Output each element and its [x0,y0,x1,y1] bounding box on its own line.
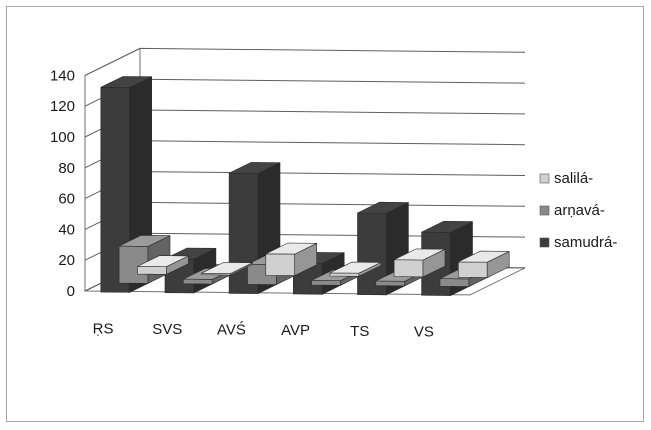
bar-front-face [457,261,488,278]
bar-top-face [421,220,473,233]
bar [137,255,189,275]
legend-swatch [539,237,550,248]
x-axis-categories: ṚS SVS AVŚ AVP TS VS [93,320,434,340]
y-tick-label: 60 [58,191,75,208]
x-category-label: TS [350,323,369,340]
bar-top-face [458,250,510,263]
x-category-label: AVŚ [217,321,246,339]
y-tick-label: 80 [58,160,75,177]
y-tick-label: 100 [50,129,75,146]
bar-top-face [118,234,171,247]
bar-front-face [137,266,167,275]
legend-swatch [539,205,550,216]
x-category-label: AVP [281,322,310,339]
bars [100,76,510,297]
bar [457,250,510,279]
x-category-label: ṚS [93,320,114,337]
bar-front-face [265,253,296,276]
legend-label: salilá- [554,170,593,187]
legend-label: arṇavá- [554,202,605,219]
x-category-label: VS [414,324,434,341]
y-axis-ticks: 0 20 40 60 80 100 120 140 [50,67,75,300]
bar-top-face [201,262,253,274]
bar-top-face [228,162,281,174]
y-tick-label: 140 [50,67,75,84]
gridline [84,47,526,76]
bar-top-face [137,255,189,268]
bar-front-face [439,278,470,287]
y-tick-label: 0 [67,283,75,300]
legend-label: samudrá- [554,234,617,251]
y-tick-label: 40 [58,221,75,238]
bar [329,261,382,277]
legend-swatch [539,173,550,184]
bar-front-face [393,259,424,278]
bar-top-face [265,242,317,255]
bar [265,242,318,277]
y-tick-label: 120 [50,98,75,115]
bar-top-face [357,201,409,214]
legend: salilá-arṇavá-samudrá- [539,170,617,251]
bar [201,262,253,276]
bar-front-face [375,280,406,287]
bar [393,248,446,278]
y-tick-label: 20 [58,252,75,269]
bar-top-face [329,261,382,274]
bar-front-face [183,278,213,285]
x-category-label: SVS [152,321,182,338]
bar-top-face [393,248,446,261]
bar-front-face [311,280,341,286]
bar-top-face [100,76,152,88]
